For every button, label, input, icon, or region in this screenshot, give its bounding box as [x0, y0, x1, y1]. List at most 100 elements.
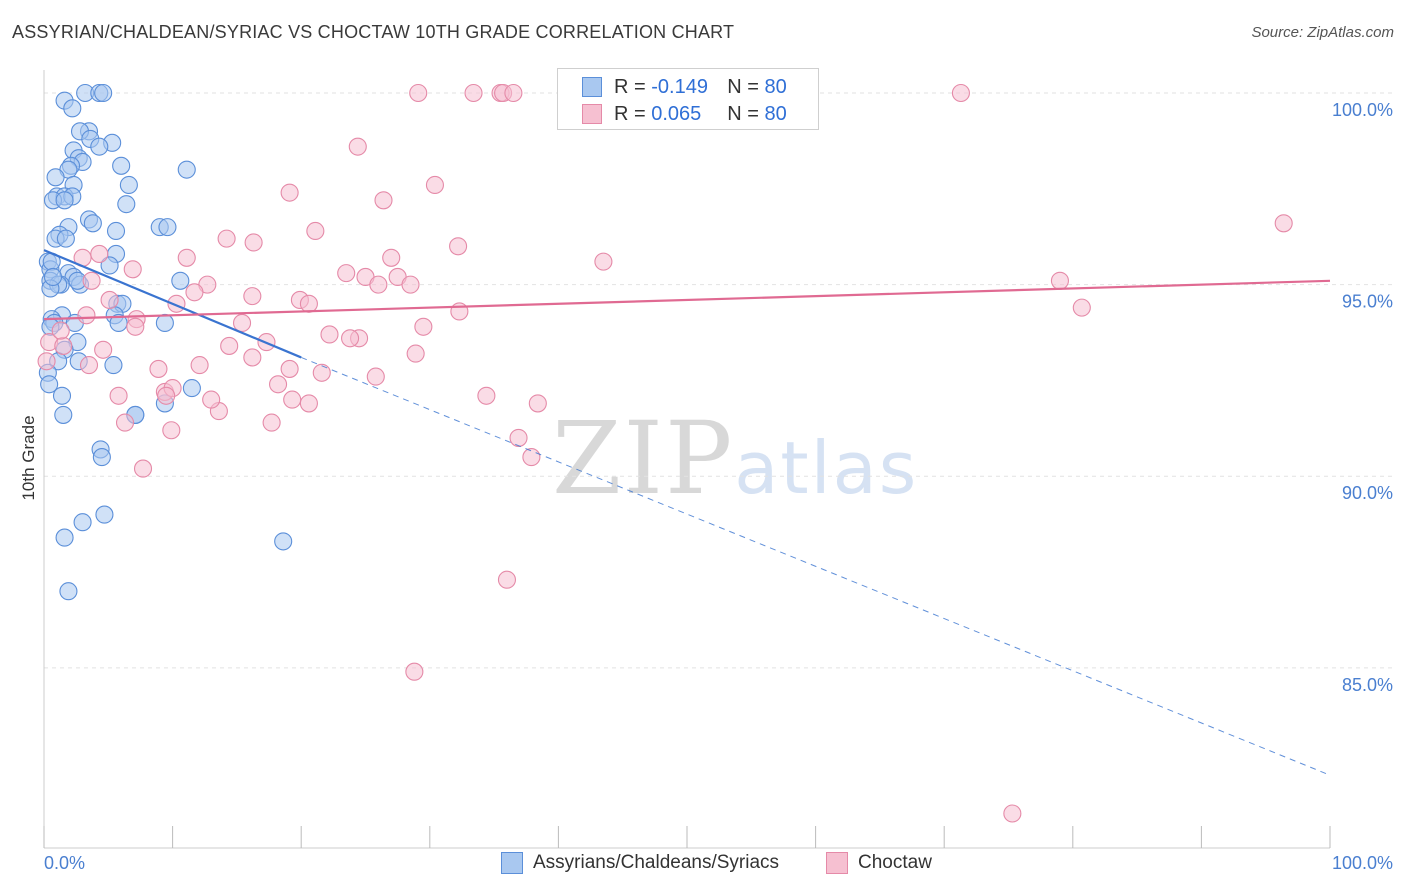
data-point [244, 233, 263, 252]
legend-row-assyrians: R = -0.149 N = 80 [582, 75, 787, 99]
data-point [299, 394, 318, 413]
data-point [449, 237, 468, 256]
data-point [269, 375, 288, 394]
data-point [306, 221, 325, 241]
data-point [337, 264, 356, 283]
trend-lines [43, 249, 1331, 776]
data-point [82, 271, 101, 290]
data-point [73, 513, 92, 532]
data-point [90, 137, 109, 156]
data-point [283, 390, 302, 409]
correlation-legend: R = -0.149 N = 80 R = 0.065 N = 80 [557, 68, 819, 130]
data-point [56, 229, 75, 248]
legend-swatch-blue [582, 77, 602, 97]
bottom-legend-label: Assyrians/Chaldeans/Syriacs [533, 852, 780, 873]
data-point [232, 313, 252, 332]
data-point [594, 252, 613, 271]
data-point [51, 321, 70, 340]
data-point [409, 83, 428, 103]
legend-row-choctaw: R = 0.065 N = 80 [582, 102, 787, 126]
bottom-legend-assyrians: Assyrians/Chaldeans/Syriacs [501, 852, 779, 874]
legend-r-label: R = [614, 75, 646, 98]
bottom-legend-swatch-pink [826, 852, 848, 874]
data-point [90, 244, 109, 264]
data-point [401, 275, 420, 294]
data-point [177, 160, 196, 179]
data-point [406, 344, 425, 363]
data-point [217, 229, 236, 248]
data-point [162, 421, 181, 440]
data-point [951, 83, 970, 103]
data-point [464, 83, 483, 103]
y-tick-label: 90.0% [1342, 483, 1393, 503]
data-point [95, 505, 114, 524]
data-point [123, 260, 142, 279]
data-point [425, 175, 444, 195]
trend-line-choctaw [43, 279, 1331, 321]
axes [43, 70, 1331, 849]
data-point [112, 156, 131, 175]
chart-title: ASSYRIAN/CHALDEAN/SYRIAC VS CHOCTAW 10TH… [12, 22, 735, 42]
data-point [55, 191, 74, 210]
data-point [54, 405, 73, 424]
data-point [348, 137, 367, 156]
legend-r-value: 0.065 [651, 102, 702, 125]
data-point [109, 313, 128, 332]
data-point [341, 329, 360, 348]
data-point [177, 248, 196, 267]
data-point [104, 356, 123, 375]
data-point [274, 532, 293, 551]
data-point [46, 168, 65, 187]
data-point [43, 267, 63, 287]
y-tick-label: 85.0% [1342, 675, 1393, 695]
data-point [94, 83, 113, 103]
data-point [185, 283, 204, 302]
data-point [220, 336, 239, 355]
data-point [92, 448, 111, 467]
data-point [182, 379, 201, 398]
data-point [79, 356, 99, 375]
y-tick-label: 100.0% [1332, 100, 1393, 120]
data-point [119, 175, 138, 195]
watermark-atlas: atlas [734, 426, 919, 510]
data-point [100, 290, 119, 310]
data-point [106, 221, 126, 241]
data-point [477, 386, 496, 405]
watermark: ZIPatlas [552, 400, 918, 517]
trend-line-assyrians [43, 249, 302, 359]
source-label: Source: ZipAtlas.com [1251, 24, 1394, 41]
data-point [133, 459, 153, 478]
series-choctaw-points [37, 83, 1293, 823]
y-tick-label: 95.0% [1342, 292, 1393, 312]
data-point [366, 367, 385, 386]
data-point [243, 287, 262, 306]
data-point [52, 386, 72, 405]
data-point [1274, 214, 1293, 233]
data-point [158, 218, 177, 237]
data-point [320, 325, 339, 344]
data-point [55, 528, 74, 547]
bottom-legend-swatch-blue [501, 852, 523, 874]
legend-r-value: -0.149 [651, 75, 708, 98]
data-point [369, 275, 388, 294]
data-point [312, 363, 331, 382]
grid-lines [44, 92, 1396, 669]
data-point [1050, 271, 1069, 290]
data-point [190, 356, 209, 375]
data-point [155, 313, 174, 332]
data-point [117, 195, 136, 214]
data-point [77, 306, 96, 325]
data-point [94, 340, 113, 359]
legend-swatch-pink [582, 104, 602, 124]
legend-n-value: 80 [764, 75, 787, 98]
data-point [100, 256, 119, 275]
trend-line-assyrians-extension [301, 356, 1331, 776]
data-point [504, 83, 523, 103]
data-point [83, 214, 102, 233]
data-point [414, 317, 433, 336]
legend-r-label: R = [614, 102, 646, 125]
data-point [509, 428, 528, 447]
axis-labels: 85.0% 90.0% 95.0% 100.0% 0.0% 100.0% 10th Grad… [19, 100, 1393, 873]
data-point [497, 570, 517, 589]
